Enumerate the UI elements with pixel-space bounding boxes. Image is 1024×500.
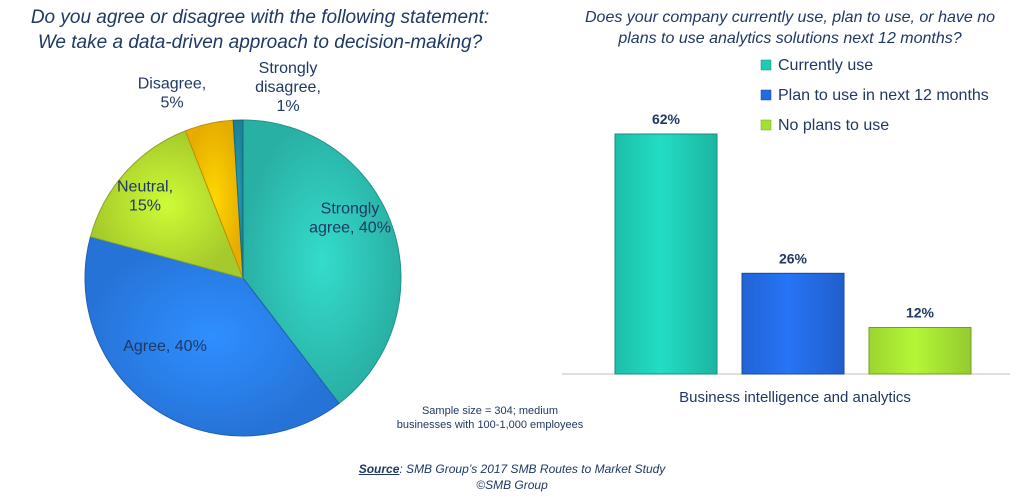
pie-chart: Strongly agree, 40% Agree, 40% Neutral, 15% D… <box>84 60 402 437</box>
source-text: : SMB Group’s 2017 SMB Routes to Market … <box>399 462 666 476</box>
pie-label-strongly-agree: Strongly agree, 40% <box>309 201 391 237</box>
source-footer: Source: SMB Group’s 2017 SMB Routes to M… <box>0 462 1024 493</box>
bar-chart: 62% 26% 12% Business intelligence and analy… <box>562 57 1010 406</box>
pie-slice-strongly-disagree <box>232 119 244 279</box>
sample-size-line-1: Sample size = 304; medium <box>421 405 559 417</box>
pie-label-disagree: Disagree, 5% <box>138 76 206 112</box>
legend-swatch-no-plans-to-use <box>760 119 772 131</box>
pie-slice-strongly-agree <box>242 119 402 405</box>
bar-title-line-1: Does your company currently use, plan to… <box>585 9 995 26</box>
sample-size-note: Sample size = 304; medium businesses wit… <box>390 404 590 433</box>
pie-label-strongly-disagree: Strongly disagree, 1% <box>255 60 321 115</box>
bar-value-label-plan-to-use-in-next-12-months: 26% <box>779 250 808 266</box>
sample-size-line-2: businesses with 100-1,000 employees <box>396 419 584 432</box>
legend-label-no-plans-to-use: No plans to use <box>778 117 889 134</box>
pie-chart-title: Do you agree or disagree with the follow… <box>0 6 520 55</box>
bar-value-label-no-plans-to-use: 12% <box>906 305 935 321</box>
bar-chart-title: Does your company currently use, plan to… <box>555 8 1024 50</box>
legend: Currently use Plan to use in next 12 mont… <box>760 57 989 134</box>
bar-currently-use <box>614 133 718 375</box>
pie-label-neutral: Neutral, 15% <box>117 179 173 215</box>
source-label: Source <box>358 462 400 476</box>
copyright-text: ©SMB Group <box>476 477 548 492</box>
bar-plan-to-use-in-next-12-months <box>741 272 845 375</box>
pie-slice-neutral <box>89 130 244 279</box>
pie-slice-agree <box>84 236 340 437</box>
legend-label-currently-use: Currently use <box>778 57 873 74</box>
legend-swatch-currently-use <box>760 59 772 71</box>
legend-swatch-plan-to-use-in-next-12-months <box>760 89 772 101</box>
bar-no-plans-to-use <box>868 327 972 375</box>
category-label: Business intelligence and analytics <box>679 389 911 406</box>
legend-label-plan-to-use-in-next-12-months: Plan to use in next 12 months <box>778 87 989 104</box>
pie-label-agree: Agree, 40% <box>123 338 207 355</box>
bar-title-line-2: plans to use analytics solutions next 12… <box>618 29 962 47</box>
pie-title-line-1: Do you agree or disagree with the follow… <box>30 7 490 28</box>
pie-title-line-2: We take a data-driven approach to decisi… <box>37 31 483 53</box>
bar-value-label-currently-use: 62% <box>652 111 681 127</box>
